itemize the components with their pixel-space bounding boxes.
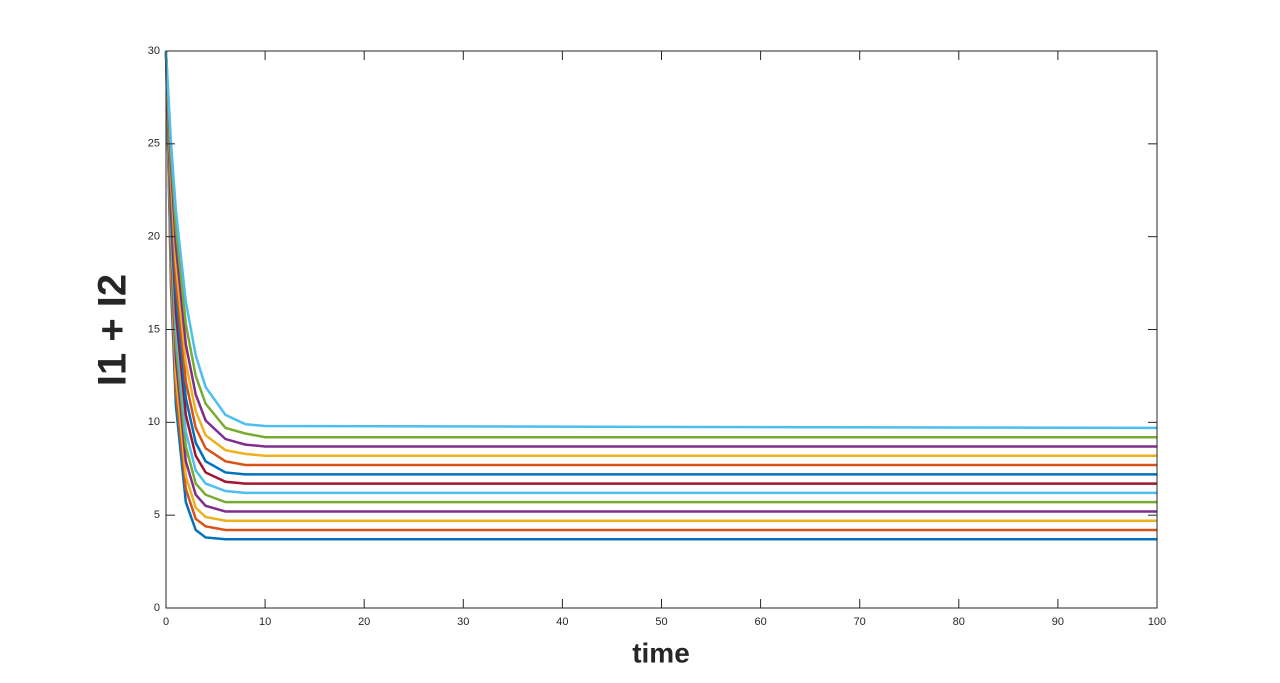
y-tick-label: 0	[154, 602, 160, 614]
x-tick-label: 100	[1148, 616, 1166, 628]
y-axis-title: I1 + I2	[91, 274, 135, 386]
x-tick-label: 90	[1052, 616, 1064, 628]
y-tick-label: 15	[148, 323, 160, 335]
x-tick-label: 80	[953, 616, 965, 628]
x-tick-label: 50	[655, 616, 667, 628]
y-tick-label: 25	[148, 138, 160, 150]
x-tick-label: 20	[358, 616, 370, 628]
x-tick-label: 70	[854, 616, 866, 628]
series-line	[164, 50, 1158, 430]
y-tick-label: 5	[154, 509, 160, 521]
y-tick-label: 10	[148, 416, 160, 428]
x-tick-label: 30	[457, 616, 469, 628]
x-tick-label: 40	[556, 616, 568, 628]
y-tick-label: 30	[148, 45, 160, 57]
x-tick-label: 10	[259, 616, 271, 628]
x-axis-title: time	[632, 637, 690, 668]
y-tick-label: 20	[148, 231, 160, 243]
x-tick-label: 60	[754, 616, 766, 628]
plot-area	[166, 51, 1157, 608]
x-tick-label: 0	[163, 616, 169, 628]
